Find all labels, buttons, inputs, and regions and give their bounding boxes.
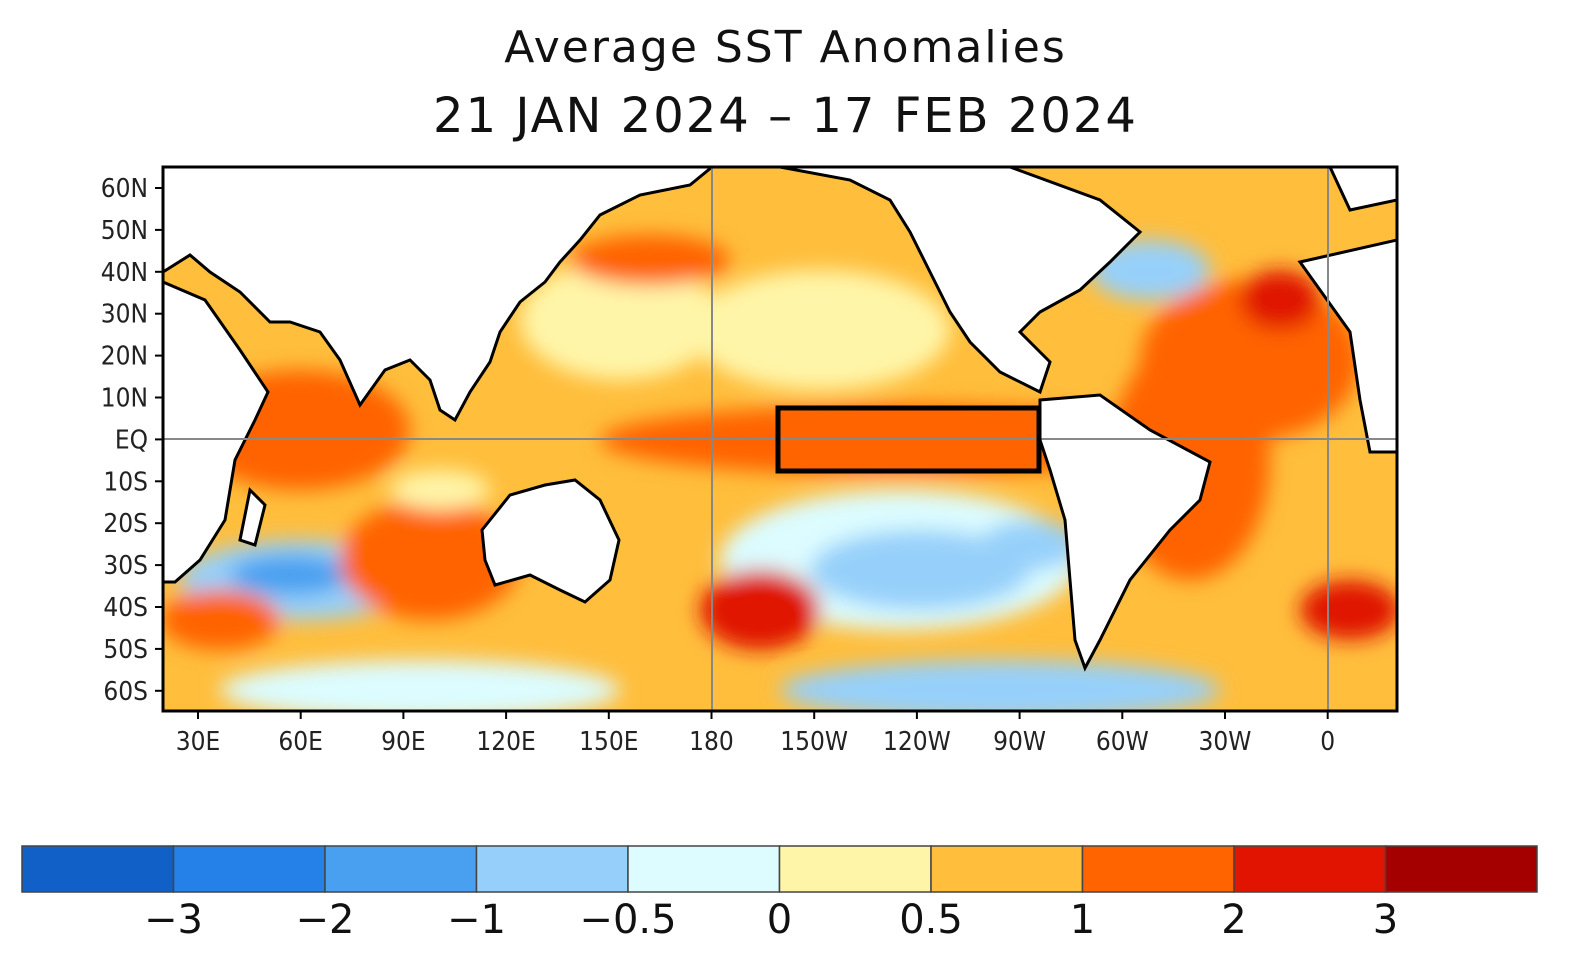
lat-label: 50N [101,216,148,246]
lon-label: 30E [176,727,221,757]
colorbar-label: 0 [767,897,792,943]
colorbar-label: 3 [1373,897,1398,943]
lat-label: 20S [103,509,148,539]
colorbar-label: −3 [144,897,203,943]
sst-field [163,167,1397,711]
colorbar-swatch [778,845,932,893]
lon-label: 120E [476,727,535,757]
lat-label: 60N [101,174,148,204]
colorbar-label: 1 [1070,897,1095,943]
lat-label: 30S [103,551,148,581]
colorbar: −3 −2 −1 −0.5 0 0.5 1 2 3 [21,845,1538,943]
lon-label: 150E [579,727,638,757]
lon-label: 0 [1320,727,1335,757]
australia [480,478,621,604]
lon-label: 180 [689,727,734,757]
lat-label: 10S [103,467,148,497]
colorbar-label: 2 [1221,897,1246,943]
lon-label: 90W [993,727,1046,757]
colorbar-label: −1 [447,897,506,943]
lat-label: 40S [103,593,148,623]
greenland [1328,167,1397,212]
lat-label: EQ [115,425,148,455]
lat-label: 10N [101,384,148,414]
colorbar-swatch [1233,845,1387,893]
colorbar-swatch [172,845,326,893]
lon-label: 30W [1199,727,1252,757]
colorbar-swatch [1384,845,1538,893]
lon-label: 120W [883,727,951,757]
colorbar-swatch [324,845,478,893]
map-title: Average SST Anomalies [504,22,1067,73]
lat-label: 20N [101,342,148,372]
north-america [779,167,1143,395]
africa-europe-east [1297,238,1397,454]
land [163,167,1397,672]
lat-axis: 60N 50N 40N 30N 20N 10N EQ 10S 20S 30S 40S 50S 60S [101,174,163,707]
lat-label: 30N [101,300,148,330]
lon-label: 90E [381,727,426,757]
south-america [1038,393,1212,672]
colorbar-swatch [627,845,781,893]
colorbar-label: −0.5 [579,897,676,943]
highlight-box [775,405,1042,474]
africa [163,280,270,584]
colorbar-swatch [930,845,1084,893]
lon-label: 150W [780,727,848,757]
colorbar-label: 0.5 [899,897,963,943]
map-subtitle: 21 JAN 2024 – 17 FEB 2024 [433,88,1138,144]
lat-label: 40N [101,258,148,288]
madagascar [238,486,267,547]
eurasia [163,167,715,423]
colorbar-swatch [21,845,175,893]
lat-label: 60S [103,677,148,707]
lon-label: 60W [1096,727,1149,757]
lat-label: 50S [103,635,148,665]
colorbar-label: −2 [296,897,355,943]
colorbar-swatch [1081,845,1235,893]
colorbar-swatch [475,845,629,893]
lon-axis: 30E 60E 90E 120E 150E 180 150W 120W 90W 60W 30W 0 [176,711,1335,757]
lon-label: 60E [278,727,323,757]
